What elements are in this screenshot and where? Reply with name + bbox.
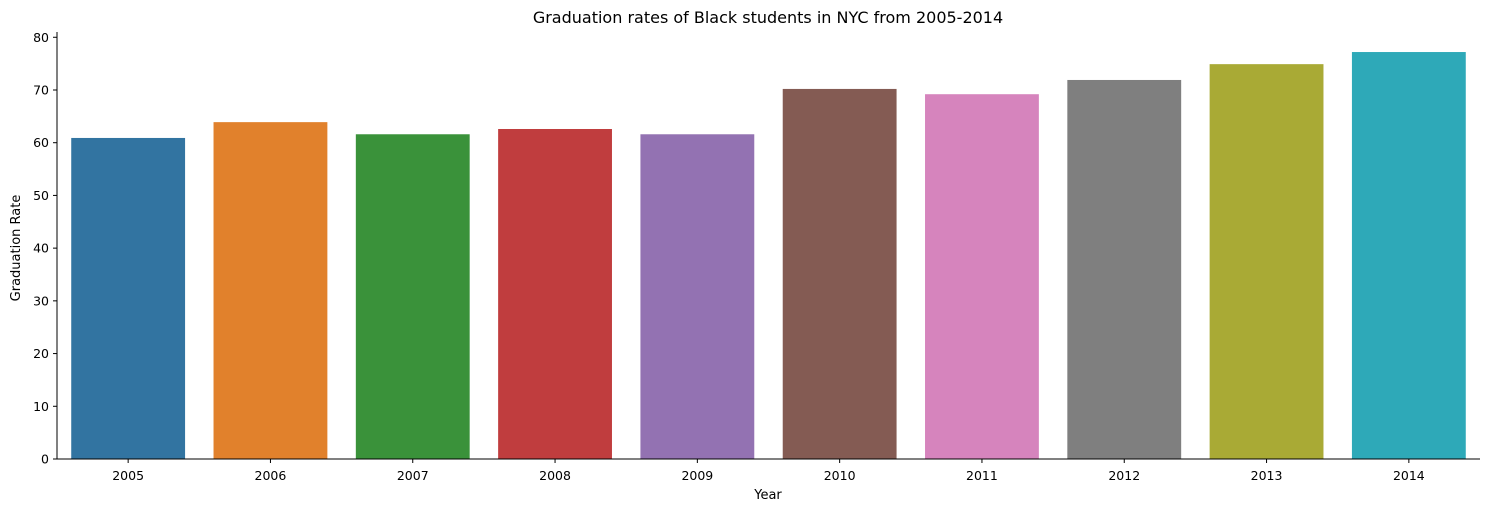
y-tick-label: 50 <box>33 188 49 203</box>
y-axis-label: Graduation Rate <box>9 195 24 302</box>
y-tick-label: 20 <box>33 346 49 361</box>
y-axis: 0 10 20 30 40 50 60 70 80 <box>33 30 58 467</box>
bar-2012 <box>1067 79 1182 459</box>
chart-title: Graduation rates of Black students in NY… <box>533 8 1003 27</box>
x-axis: 2005 2006 2007 2008 2009 2010 2011 2012 2013 2014 <box>57 458 1480 483</box>
x-tick-label: 2010 <box>824 468 856 483</box>
y-tick-label: 30 <box>33 293 49 308</box>
bar-2014 <box>1351 52 1466 459</box>
bar-2007 <box>355 134 470 459</box>
x-tick-label: 2007 <box>397 468 429 483</box>
x-tick-label: 2011 <box>966 468 998 483</box>
bar-2005 <box>71 137 186 459</box>
bar-2006 <box>213 122 328 460</box>
x-tick-label: 2006 <box>255 468 287 483</box>
y-tick-label: 80 <box>33 30 49 45</box>
x-tick-label: 2013 <box>1251 468 1283 483</box>
bar-2013 <box>1209 64 1324 459</box>
y-tick-label: 0 <box>41 452 49 467</box>
y-tick-label: 60 <box>33 135 49 150</box>
x-tick-label: 2014 <box>1393 468 1425 483</box>
x-tick-label: 2009 <box>681 468 713 483</box>
y-tick-label: 10 <box>33 399 49 414</box>
bars-group <box>71 52 1466 460</box>
y-tick-label: 70 <box>33 82 49 97</box>
x-tick-label: 2005 <box>112 468 144 483</box>
x-tick-label: 2008 <box>539 468 571 483</box>
bar-2009 <box>640 134 755 459</box>
x-axis-label: Year <box>753 488 782 503</box>
y-tick-label: 40 <box>33 241 49 256</box>
bar-2011 <box>925 94 1039 459</box>
bar-2008 <box>498 128 612 459</box>
x-tick-label: 2012 <box>1108 468 1140 483</box>
bar-2010 <box>782 88 897 459</box>
